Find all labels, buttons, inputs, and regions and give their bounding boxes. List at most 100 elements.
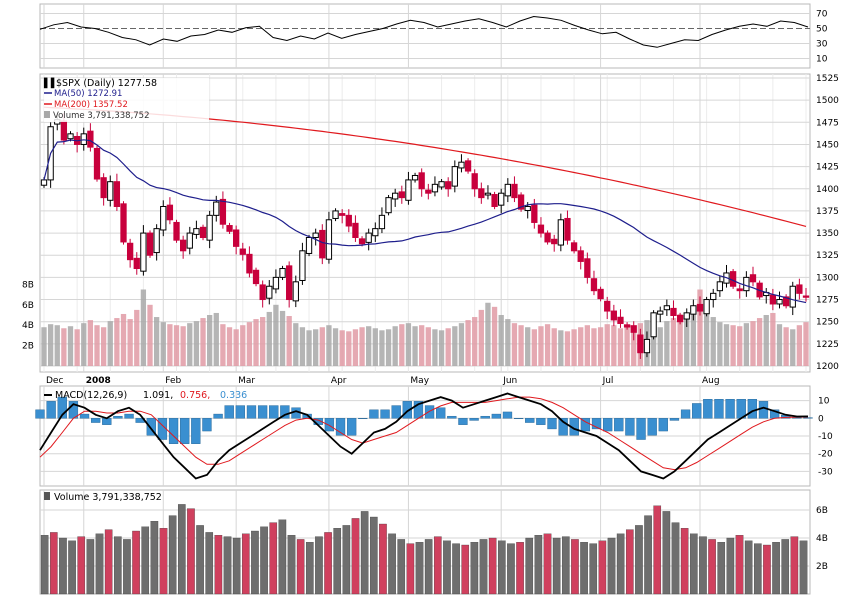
macd-tick-label: 0 xyxy=(818,414,824,424)
volume-bar xyxy=(625,529,634,595)
volume-bar xyxy=(689,533,698,595)
candle-body xyxy=(471,173,478,190)
macd-hist-bar xyxy=(447,415,457,419)
volume-bar xyxy=(561,536,570,595)
volume-bar xyxy=(488,537,497,595)
price-volume-bar xyxy=(107,321,113,366)
macd-hist-bar xyxy=(358,418,368,420)
candle-body xyxy=(623,324,631,328)
macd-hist-bar xyxy=(580,418,591,432)
macd-hist-bar xyxy=(224,405,234,419)
price-volume-bar xyxy=(564,331,571,366)
volume-bar xyxy=(799,540,808,595)
candle-body xyxy=(643,338,651,354)
volume-bar xyxy=(269,522,278,595)
rsi-line xyxy=(39,15,809,48)
price-volume-bar xyxy=(306,330,312,366)
price-volume-bar xyxy=(180,326,186,366)
price-volume-bar xyxy=(246,322,253,366)
volume-bar xyxy=(305,542,314,595)
candle-body xyxy=(570,242,578,252)
candle-body xyxy=(531,204,538,223)
price-volume-bar xyxy=(74,329,80,366)
volume-legend-label: Volume 3,791,338,752 xyxy=(54,492,162,503)
macd-tick-label: -30 xyxy=(818,467,833,477)
price-volume-bar xyxy=(597,327,604,366)
macd-hist-bar xyxy=(380,409,390,419)
price-volume-bar xyxy=(425,327,431,366)
volume-legend: Volume 3,791,338,752 xyxy=(44,492,162,503)
volume-bar xyxy=(159,528,168,595)
price-volume-bar xyxy=(266,311,272,366)
candle-body xyxy=(445,181,452,190)
volume-bar xyxy=(534,535,543,595)
candle-body xyxy=(186,232,193,249)
price-volume-bar xyxy=(538,326,544,366)
volume-bar xyxy=(369,516,378,595)
volume-bar xyxy=(397,539,406,595)
macd-hist-bar xyxy=(491,413,502,419)
candle-body xyxy=(378,214,386,230)
price-volume-bar xyxy=(54,325,60,366)
volume-bar xyxy=(251,530,259,595)
candle-body xyxy=(630,325,637,333)
price-volume-bar xyxy=(624,326,630,366)
volume-bar xyxy=(433,536,442,595)
volume-bar xyxy=(333,528,342,595)
macd-hist-bar xyxy=(79,413,90,419)
candle-body xyxy=(776,299,783,305)
price-volume-bar xyxy=(631,329,637,366)
price-volume-bar xyxy=(783,327,789,366)
candle-body xyxy=(173,221,180,241)
price-volume-bar xyxy=(518,325,524,366)
price-tick-label: 1450 xyxy=(816,140,839,150)
price-volume-bar xyxy=(167,324,173,366)
volume-bar xyxy=(241,533,250,595)
candle-body xyxy=(325,219,333,260)
candle-body xyxy=(425,189,432,194)
price-volume-bar xyxy=(485,302,491,366)
legend-icon-candle: ▌▌ xyxy=(43,77,58,89)
candle-body xyxy=(292,281,299,302)
macd-tick-label: -10 xyxy=(818,432,833,442)
price-volume-bar xyxy=(578,327,584,366)
price-volume-bar xyxy=(392,326,398,366)
price-volume-bar xyxy=(684,319,690,366)
candle-body xyxy=(219,198,227,225)
candle-body xyxy=(146,232,154,256)
price-volume-bar xyxy=(120,313,127,366)
macd-hist-bar xyxy=(591,418,602,430)
price-volume-bar xyxy=(213,312,219,366)
macd-hist-bar xyxy=(347,418,357,436)
candle-body xyxy=(120,203,127,243)
volume-bar xyxy=(580,542,588,595)
price-volume-bar xyxy=(153,317,160,366)
price-volume-bar xyxy=(260,317,266,366)
macd-hist-bar xyxy=(402,401,412,419)
volume-tick-label: 8B xyxy=(22,280,34,290)
price-volume-bar xyxy=(193,321,200,366)
candle-body xyxy=(305,237,313,254)
candle-body xyxy=(411,174,419,181)
volume-bar xyxy=(497,540,506,595)
volume-bar xyxy=(516,542,524,595)
candle-body xyxy=(166,204,174,221)
candle-body xyxy=(551,238,558,245)
price-volume-bar xyxy=(319,327,325,366)
macd-hist-bar xyxy=(480,415,490,419)
candle-body xyxy=(358,238,366,245)
macd-hist-bar xyxy=(180,418,190,444)
price-volume-bar xyxy=(399,324,405,366)
price-volume-bar xyxy=(127,319,133,366)
price-volume-bar xyxy=(438,330,445,366)
macd-legend-hist: 0.336 xyxy=(220,390,247,401)
price-volume-bar xyxy=(650,325,657,366)
price-volume-bar xyxy=(511,323,518,366)
candle-body xyxy=(703,299,710,315)
price-volume-bar xyxy=(226,327,233,366)
price-volume-bar xyxy=(743,323,750,366)
candle-body xyxy=(153,228,160,254)
volume-bar xyxy=(205,532,214,595)
volume-bar xyxy=(59,537,67,595)
